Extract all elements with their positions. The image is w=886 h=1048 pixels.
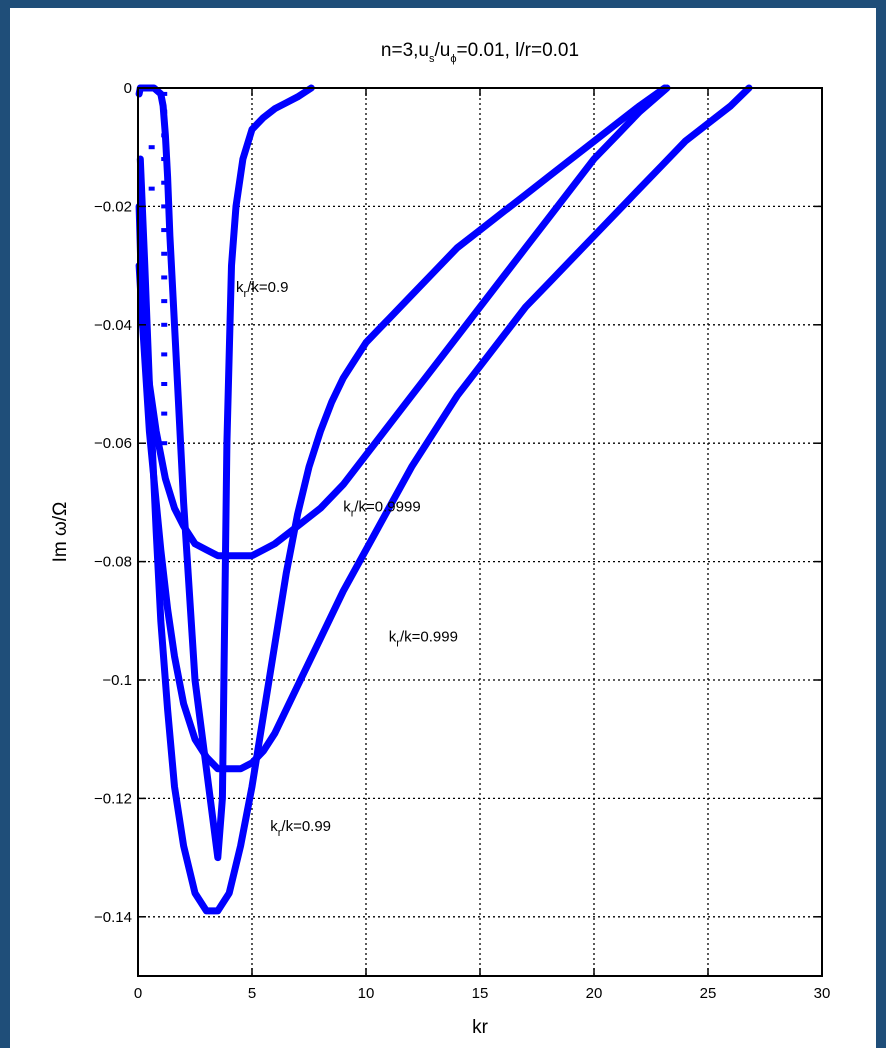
- series-point: [161, 91, 168, 96]
- curve-label: kr/k=0.9999: [343, 498, 420, 519]
- x-tick-label: 25: [700, 985, 717, 1002]
- y-tick-label: −0.06: [94, 435, 132, 452]
- axis-ticks: 0 5 10 15 20 25 30 0 −0.02 −0.04 −0.06 −0.08 −0.1 −0.…: [94, 80, 830, 1002]
- series-point: [161, 157, 168, 162]
- series-point: [138, 174, 145, 179]
- series-point: [161, 109, 168, 114]
- series-point: [161, 382, 168, 386]
- x-tick-label: 20: [586, 985, 603, 1002]
- series-line-1: [135, 84, 315, 862]
- curve-label: kr/k=0.99: [270, 818, 331, 839]
- y-tick-label: −0.04: [94, 317, 132, 334]
- y-tick-label: −0.1: [102, 672, 132, 689]
- grid-lines: [138, 88, 822, 976]
- series-point: [138, 228, 145, 233]
- series-point: [161, 204, 168, 209]
- series-line-2: [136, 84, 669, 915]
- series-point: [161, 180, 168, 185]
- y-tick-label: −0.08: [94, 554, 132, 571]
- series-point: [161, 441, 168, 446]
- y-axis-label: Im ω/Ω: [50, 502, 71, 563]
- x-tick-label: 0: [134, 985, 142, 1002]
- series-point: [161, 228, 168, 233]
- series-point: [161, 299, 168, 304]
- series-point: [161, 322, 168, 327]
- x-tick-label: 10: [358, 985, 375, 1002]
- chart-title: n=3,us/uϕ=0.01, l/r=0.01: [381, 40, 579, 65]
- series-point: [161, 133, 168, 138]
- x-tick-label: 30: [814, 985, 831, 1002]
- series-point: [148, 186, 155, 191]
- chart-svg: 0 5 10 15 20 25 30 0 −0.02 −0.04 −0.06 −0.08 −0.1 −0.…: [50, 40, 830, 1038]
- series-point: [161, 251, 168, 256]
- series-point: [148, 145, 155, 150]
- y-tick-label: −0.02: [94, 198, 132, 215]
- y-tick-label: 0: [124, 80, 132, 97]
- x-axis-label: kr: [472, 1017, 489, 1038]
- series-line-3: [135, 84, 753, 773]
- series-point: [161, 411, 168, 416]
- x-tick-label: 5: [248, 985, 256, 1002]
- y-tick-label: −0.14: [94, 909, 132, 926]
- curve-annotations: kr/k=0.9 kr/k=0.9999 kr/k=0.999 kr/k=0.99: [236, 279, 458, 839]
- x-tick-label: 15: [472, 985, 489, 1002]
- series-point: [161, 275, 168, 280]
- data-series: [135, 84, 753, 915]
- series-point: [161, 352, 168, 357]
- y-tick-label: −0.12: [94, 790, 132, 807]
- curve-label: kr/k=0.9: [236, 279, 288, 300]
- series-line-4: [135, 84, 671, 560]
- chart-figure: 0 5 10 15 20 25 30 0 −0.02 −0.04 −0.06 −0.08 −0.1 −0.…: [10, 8, 876, 1048]
- curve-label: kr/k=0.999: [389, 629, 458, 650]
